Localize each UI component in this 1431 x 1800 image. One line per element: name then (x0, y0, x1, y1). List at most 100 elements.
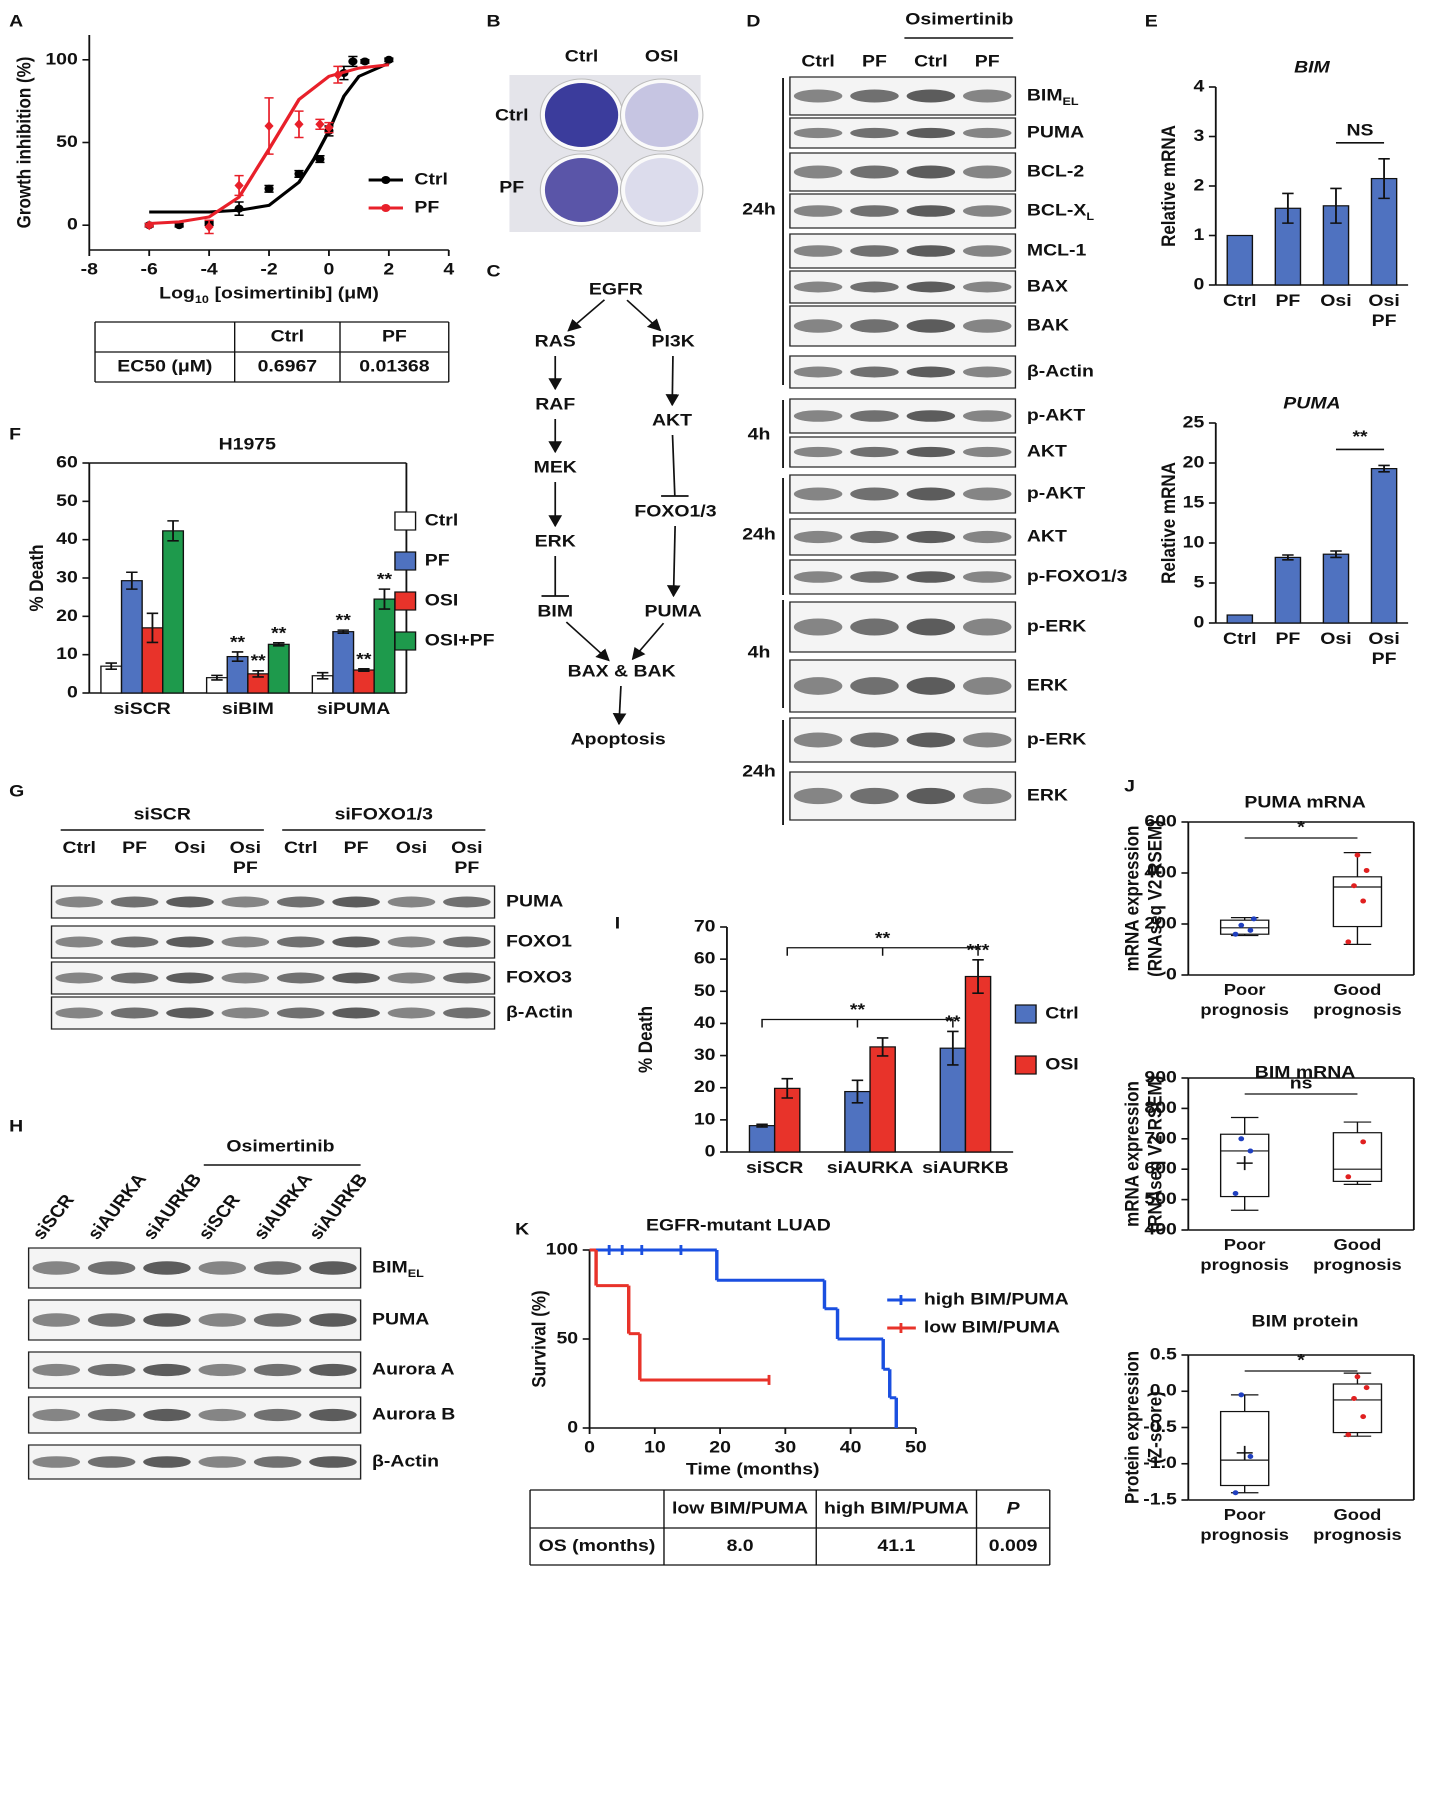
x-tick-label: 20 (709, 1437, 731, 1457)
chart-title: PUMA (1283, 393, 1340, 413)
blot-row-label-sub: EL (1063, 95, 1079, 108)
blot-band (963, 127, 1012, 139)
blot-row-label: MCL-1 (1027, 240, 1086, 260)
data-point (1363, 1385, 1370, 1391)
blot-band (276, 896, 325, 908)
bar (773, 1087, 801, 1153)
panel-letter: C (487, 261, 501, 281)
chart-title: BIM (1294, 57, 1330, 77)
pathway-arrow (626, 299, 662, 332)
y-tick-label: 10 (694, 1109, 716, 1129)
box (1332, 1132, 1383, 1182)
chart-title: H1975 (219, 434, 276, 454)
significance-label: ** (1352, 426, 1368, 446)
x-tick-label: Ctrl (1223, 291, 1257, 310)
error-bar (231, 651, 244, 662)
x-tick-label: PF (1275, 629, 1301, 648)
blot-band (166, 972, 214, 984)
chart-title: PUMA mRNA (1244, 792, 1365, 812)
lane-label: PF (343, 838, 369, 857)
y-axis-label: % Death (634, 1006, 656, 1073)
y-tick-label: 60 (56, 452, 78, 472)
x-tick-label: -4 (200, 259, 218, 279)
data-point (1238, 922, 1245, 928)
blot-band (387, 1007, 436, 1019)
data-point (315, 119, 325, 130)
blot-row-label: BIMEL (372, 1257, 424, 1280)
lane-label: PF (122, 838, 148, 857)
pathway-node: Apoptosis (571, 729, 666, 749)
blot-band (198, 1408, 247, 1422)
y-tick-label: 4 (1193, 76, 1205, 96)
legend-label: Ctrl (414, 169, 448, 189)
blot-band (110, 1007, 159, 1019)
table-header: PF (382, 326, 407, 346)
x-tick-label: 30 (775, 1437, 797, 1457)
x-label-sub: 10 (195, 293, 209, 306)
y-tick-label: 900 (1144, 1067, 1176, 1087)
error-bar (1330, 187, 1342, 224)
table-cell: 0.01368 (359, 356, 429, 376)
data-point (1232, 931, 1239, 937)
blot-band (963, 530, 1012, 544)
box (1219, 919, 1270, 935)
blot-band (143, 1456, 191, 1468)
pathway-arrow (567, 299, 606, 332)
y-tick-label: 100 (45, 48, 77, 68)
legend-label: OSI+PF (425, 630, 495, 650)
time-label: 24h (742, 524, 776, 544)
panel-letter: E (1145, 11, 1158, 31)
blot-band (793, 205, 843, 217)
bar (120, 580, 143, 694)
table-cell: 41.1 (877, 1535, 915, 1555)
blot-band (332, 1007, 380, 1019)
bar (162, 530, 185, 694)
x-tick-label-box: Good prognosis (1313, 1237, 1402, 1274)
table-cell: 8.0 (727, 1535, 754, 1555)
blot-row-label: FOXO3 (506, 967, 572, 987)
blot-band (253, 1363, 302, 1377)
data-point (234, 180, 244, 191)
panel-letter: B (487, 11, 501, 31)
blot-band (793, 446, 843, 458)
data-point (1345, 1174, 1352, 1180)
significance-label: ** (356, 649, 372, 669)
bar (748, 1125, 776, 1153)
x-tick-label: Osi (1320, 629, 1352, 648)
blot-band (253, 1313, 302, 1327)
blot-band (963, 787, 1012, 805)
legend-marker (381, 176, 391, 184)
blot-row-label: p-FOXO1/3 (1027, 566, 1128, 586)
y-tick-label: -1.5 (1143, 1489, 1177, 1509)
x-tick-label-box: PF (1275, 629, 1301, 648)
y-tick-label: 600 (1144, 1158, 1176, 1178)
blot-band (850, 787, 899, 805)
blot-band (793, 245, 843, 257)
bar (373, 598, 396, 694)
significance-label: ** (271, 622, 287, 642)
lane-label: Osi (395, 838, 428, 857)
data-point (1360, 1414, 1367, 1420)
plate-row-label: PF (499, 177, 524, 197)
table-row-label: EC50 (μM) (117, 356, 212, 376)
blot-band (906, 410, 956, 422)
blot-band (793, 366, 843, 378)
x-tick-label-box: siPUMA (317, 699, 391, 718)
blot-band (906, 127, 956, 139)
x-tick-label: Poor prognosis (1200, 1237, 1289, 1274)
y-tick-label: 800 (1144, 1097, 1176, 1117)
bar (226, 655, 249, 694)
y-tick-label: 50 (694, 980, 716, 1000)
blot-row-label: BAX (1027, 276, 1069, 296)
error-bar (211, 674, 223, 681)
blot-band (963, 487, 1012, 501)
box (1332, 1383, 1383, 1434)
x-tick-label: -8 (81, 259, 98, 279)
blot-band (198, 1313, 247, 1327)
x-tick-label: Good prognosis (1313, 1237, 1402, 1274)
blot-row-label: BAK (1027, 315, 1070, 335)
blot-band (963, 165, 1012, 179)
lane-label-box: PF (122, 838, 148, 857)
significance-bracket (761, 1018, 954, 1028)
